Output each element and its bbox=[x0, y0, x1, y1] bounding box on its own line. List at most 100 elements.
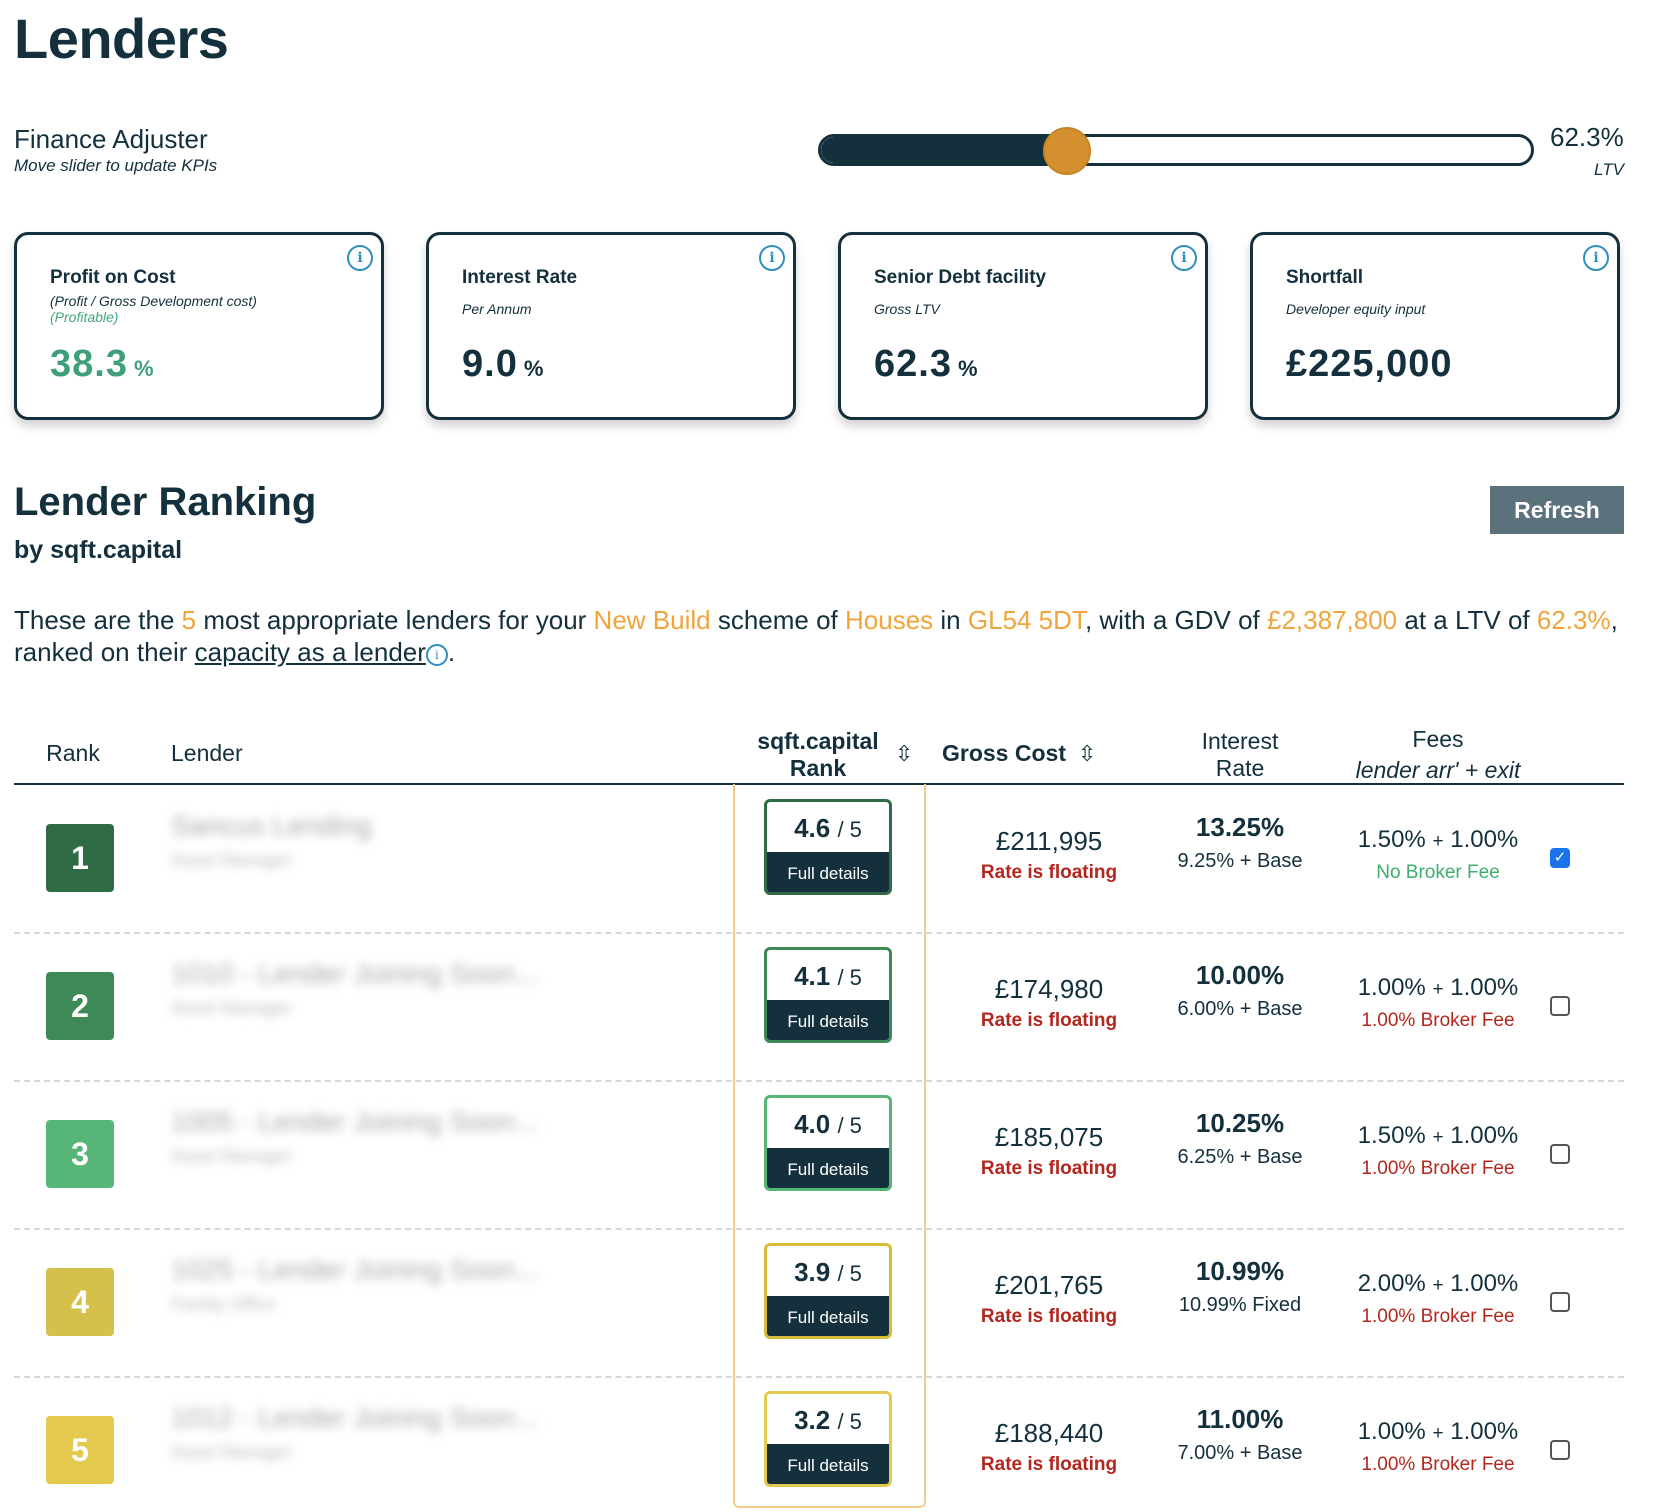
property-type: Houses bbox=[845, 605, 934, 635]
lender-name[interactable]: Sancus Lending bbox=[171, 810, 372, 841]
score-value: 4.1 / 5 bbox=[794, 961, 862, 991]
rank-badge: 5 bbox=[46, 1416, 114, 1484]
score-card: 4.6 / 5 Full details bbox=[764, 799, 892, 895]
lender-count: 5 bbox=[181, 605, 197, 635]
scheme-type: New Build bbox=[593, 605, 711, 635]
kpi-profit-on-cost: i Profit on Cost (Profit / Gross Develop… bbox=[14, 232, 384, 420]
fees: 1.50% + 1.00% bbox=[1357, 826, 1519, 853]
lender-type: Asset Manager bbox=[171, 1146, 293, 1166]
info-icon[interactable]: i bbox=[1171, 245, 1197, 271]
interest-rate-detail: 6.25% + Base bbox=[1177, 1146, 1303, 1168]
ltv-slider-track[interactable] bbox=[818, 134, 1534, 166]
kpi-subtitle: Developer equity input bbox=[1286, 301, 1426, 317]
score-card: 4.0 / 5 Full details bbox=[764, 1095, 892, 1191]
rate-floating-note: Rate is floating bbox=[980, 1306, 1118, 1327]
ranking-byline: by sqft.capital bbox=[14, 536, 183, 564]
interest-rate-detail: 7.00% + Base bbox=[1177, 1442, 1303, 1464]
kpi-value: 62.3% bbox=[874, 343, 979, 385]
kpi-senior-debt: i Senior Debt facility Gross LTV 62.3% bbox=[838, 232, 1208, 420]
select-lender-checkbox[interactable] bbox=[1550, 1292, 1570, 1312]
rate-floating-note: Rate is floating bbox=[980, 1158, 1118, 1179]
header-fees: Fees lender arr' + exit bbox=[1355, 726, 1521, 783]
lender-name[interactable]: 1010 - Lender Joining Soon... bbox=[171, 958, 539, 989]
kpi-interest-rate: i Interest Rate Per Annum 9.0% bbox=[426, 232, 796, 420]
row-divider bbox=[14, 932, 1624, 934]
score-card: 3.9 / 5 Full details bbox=[764, 1243, 892, 1339]
kpi-title: Shortfall bbox=[1286, 267, 1364, 288]
refresh-button[interactable]: Refresh bbox=[1490, 486, 1624, 534]
lender-type: Family Office bbox=[171, 1294, 276, 1314]
kpi-value: 9.0% bbox=[462, 343, 545, 385]
rate-floating-note: Rate is floating bbox=[980, 1454, 1118, 1475]
gross-cost: £185,075 bbox=[994, 1122, 1104, 1152]
kpi-status: (Profitable) bbox=[50, 309, 119, 325]
interest-rate-detail: 9.25% + Base bbox=[1177, 850, 1303, 872]
info-icon[interactable]: i bbox=[759, 245, 785, 271]
fees: 1.00% + 1.00% bbox=[1357, 974, 1519, 1001]
header-gross-cost[interactable]: Gross Cost bbox=[942, 740, 1066, 766]
kpi-title: Interest Rate bbox=[462, 267, 578, 288]
kpi-value: £225,000 bbox=[1286, 343, 1453, 385]
kpi-value: 38.3% bbox=[50, 343, 155, 385]
info-icon[interactable]: i bbox=[425, 644, 448, 666]
fees: 2.00% + 1.00% bbox=[1357, 1270, 1519, 1297]
sort-icon[interactable]: ⇳ bbox=[1078, 741, 1097, 766]
score-column-highlight bbox=[733, 784, 926, 1508]
gross-cost: £188,440 bbox=[994, 1418, 1104, 1448]
rank-badge: 2 bbox=[46, 972, 114, 1040]
rank-badge: 3 bbox=[46, 1120, 114, 1188]
lender-type: Asset Manager bbox=[171, 850, 293, 870]
gross-cost: £201,765 bbox=[994, 1270, 1104, 1300]
kpi-shortfall: i Shortfall Developer equity input £225,… bbox=[1250, 232, 1620, 420]
header-score[interactable]: sqft.capital Rank bbox=[757, 728, 879, 781]
ltv-label: LTV bbox=[1594, 160, 1624, 179]
page-title: Lenders bbox=[14, 7, 229, 70]
kpi-title: Senior Debt facility bbox=[874, 267, 1047, 288]
score-value: 4.0 / 5 bbox=[794, 1109, 862, 1139]
full-details-button[interactable]: Full details bbox=[767, 1444, 889, 1484]
postcode: GL54 5DT bbox=[967, 605, 1085, 635]
ranking-title: Lender Ranking bbox=[14, 480, 317, 524]
lender-name[interactable]: 1025 - Lender Joining Soon... bbox=[171, 1254, 539, 1285]
lender-type: Asset Manager bbox=[171, 1442, 293, 1462]
sort-icon[interactable]: ⇳ bbox=[895, 741, 914, 766]
info-icon[interactable]: i bbox=[1583, 245, 1609, 271]
score-value: 4.6 / 5 bbox=[794, 813, 862, 843]
full-details-button[interactable]: Full details bbox=[767, 1296, 889, 1336]
row-divider bbox=[14, 1228, 1624, 1230]
select-lender-checkbox[interactable]: ✓ bbox=[1550, 848, 1570, 868]
capacity-link[interactable]: capacity as a lender bbox=[194, 637, 426, 667]
broker-fee: 1.00% Broker Fee bbox=[1361, 1306, 1515, 1327]
broker-fee: No Broker Fee bbox=[1376, 862, 1500, 883]
ltv-slider-thumb[interactable] bbox=[1043, 127, 1092, 175]
select-lender-checkbox[interactable] bbox=[1550, 996, 1570, 1016]
broker-fee: 1.00% Broker Fee bbox=[1361, 1158, 1515, 1179]
fees: 1.00% + 1.00% bbox=[1357, 1418, 1519, 1445]
rate-floating-note: Rate is floating bbox=[980, 1010, 1118, 1031]
finance-adjuster-hint: Move slider to update KPIs bbox=[14, 156, 218, 175]
info-icon[interactable]: i bbox=[347, 245, 373, 271]
ranking-description: These are the 5 most appropriate lenders… bbox=[14, 605, 1618, 667]
full-details-button[interactable]: Full details bbox=[767, 852, 889, 892]
fees: 1.50% + 1.00% bbox=[1357, 1122, 1519, 1149]
score-value: 3.2 / 5 bbox=[794, 1405, 862, 1435]
lender-name[interactable]: 1005 - Lender Joining Soon... bbox=[171, 1106, 539, 1137]
lender-name[interactable]: 1012 - Lender Joining Soon... bbox=[171, 1402, 539, 1433]
full-details-button[interactable]: Full details bbox=[767, 1000, 889, 1040]
select-lender-checkbox[interactable] bbox=[1550, 1440, 1570, 1460]
interest-rate: 11.00% bbox=[1196, 1404, 1284, 1434]
interest-rate-detail: 6.00% + Base bbox=[1177, 998, 1303, 1020]
full-details-button[interactable]: Full details bbox=[767, 1148, 889, 1188]
broker-fee: 1.00% Broker Fee bbox=[1361, 1010, 1515, 1031]
kpi-subtitle: Gross LTV bbox=[874, 301, 940, 317]
row-divider bbox=[14, 1376, 1624, 1378]
select-lender-checkbox[interactable] bbox=[1550, 1144, 1570, 1164]
score-card: 3.2 / 5 Full details bbox=[764, 1391, 892, 1487]
header-interest-rate: Interest Rate bbox=[1201, 728, 1279, 781]
interest-rate: 10.99% bbox=[1195, 1256, 1285, 1286]
interest-rate: 10.25% bbox=[1195, 1108, 1285, 1138]
interest-rate-detail: 10.99% Fixed bbox=[1178, 1294, 1302, 1316]
lender-type: Asset Manager bbox=[171, 998, 293, 1018]
score-card: 4.1 / 5 Full details bbox=[764, 947, 892, 1043]
gross-cost: £211,995 bbox=[995, 826, 1103, 856]
